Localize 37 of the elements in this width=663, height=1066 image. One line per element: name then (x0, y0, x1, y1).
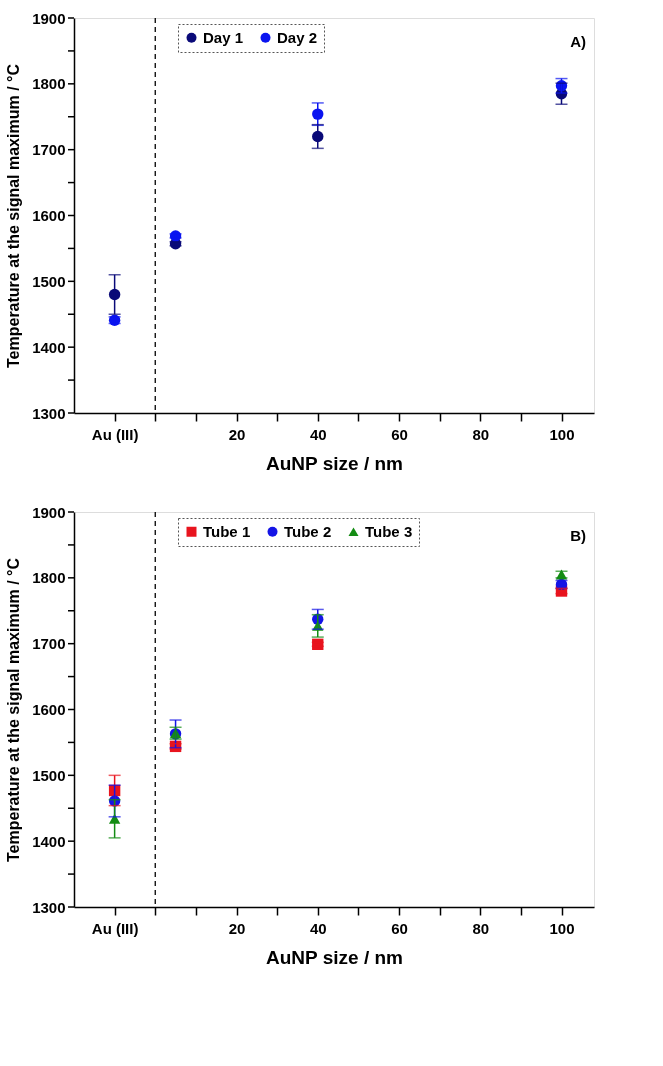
legend-label: Day 2 (277, 28, 318, 46)
y-tick-label: 1600 (32, 207, 66, 224)
x-axis-title: AuNP size / nm (266, 946, 403, 968)
x-tick-label: 20 (228, 425, 246, 443)
legend-label: Tube 1 (203, 522, 251, 540)
x-tick-label: 40 (309, 919, 327, 937)
y-tick-label: 1500 (32, 766, 66, 784)
y-tick-label: 1500 (32, 272, 66, 290)
y-axis-title: Temperature at the signal maximum / °C (5, 557, 23, 862)
y-tick-label: 1900 (32, 9, 66, 27)
y-tick-label: 1400 (32, 338, 66, 356)
x-tick-label: Au (III) (91, 919, 139, 937)
y-tick-label: 1400 (32, 832, 66, 850)
y-axis-title: Temperature at the signal maximum / °C (5, 63, 23, 368)
legend-label: Day 1 (203, 28, 244, 46)
y-tick-label: 1800 (32, 75, 66, 93)
x-tick-label: 40 (309, 425, 327, 443)
x-tick-label: Au (III) (91, 425, 139, 443)
y-tick-label: 1600 (32, 701, 66, 718)
y-tick-label: 1700 (32, 141, 66, 159)
y-tick-label: 1300 (32, 898, 66, 916)
y-tick-label: 1800 (32, 569, 66, 587)
x-tick-label: 60 (391, 425, 408, 443)
x-tick-label: 100 (549, 919, 575, 937)
y-tick-label: 1300 (32, 404, 66, 422)
x-tick-label: 80 (472, 425, 490, 443)
y-tick-label: 1700 (32, 635, 66, 653)
x-tick-label: 100 (549, 425, 575, 443)
x-tick-label: 20 (228, 919, 246, 937)
annotation: B) (570, 527, 586, 544)
x-tick-label: 60 (391, 919, 408, 937)
x-tick-label: 80 (472, 919, 490, 937)
annotation: A) (570, 33, 586, 50)
x-axis-title: AuNP size / nm (266, 452, 403, 474)
y-tick-label: 1900 (32, 503, 66, 521)
legend-label: Tube 3 (365, 522, 413, 540)
legend-label: Tube 2 (284, 522, 332, 540)
